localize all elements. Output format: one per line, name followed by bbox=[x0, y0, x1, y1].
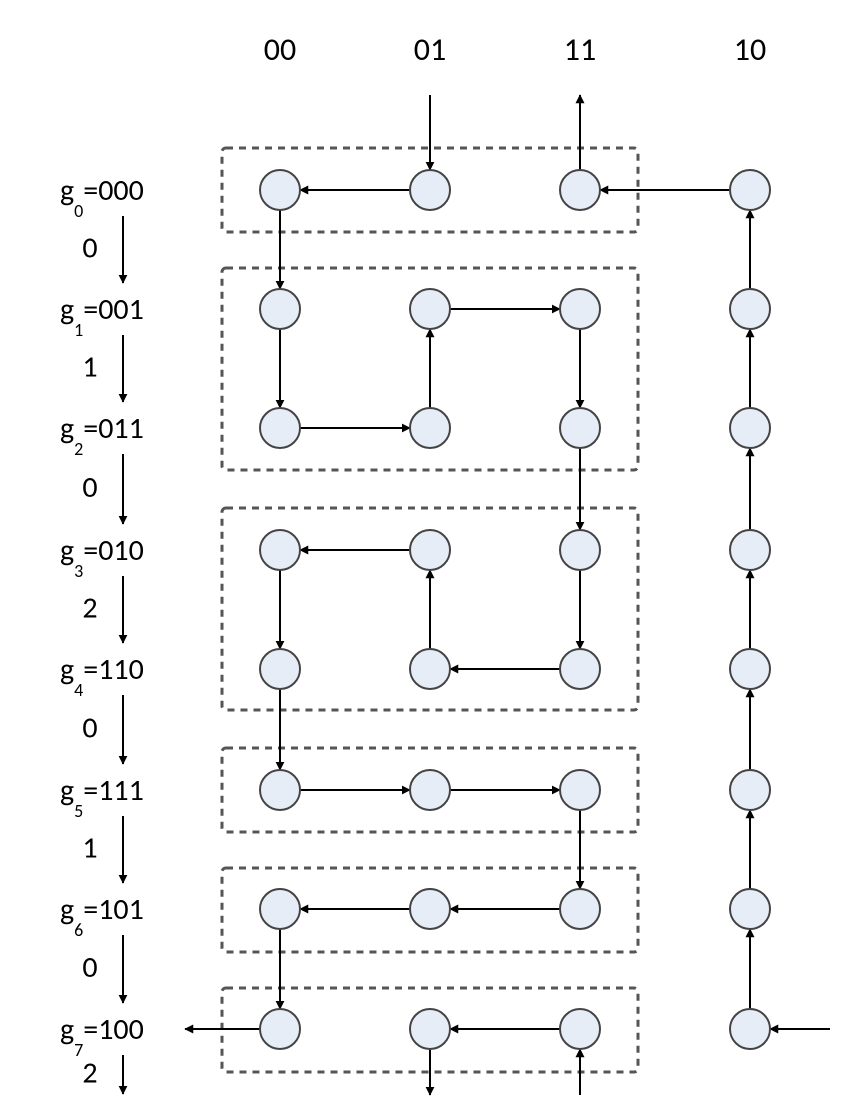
graph-node bbox=[410, 649, 450, 689]
graph-node bbox=[560, 289, 600, 329]
graph-node bbox=[410, 170, 450, 210]
graph-node bbox=[260, 408, 300, 448]
transition-label: 0 bbox=[82, 230, 97, 267]
row-label: g0=000 bbox=[60, 172, 144, 222]
graph-node bbox=[560, 770, 600, 810]
graph-node bbox=[560, 408, 600, 448]
column-label: 11 bbox=[564, 30, 596, 69]
transition-label: 0 bbox=[82, 469, 97, 506]
graph-node bbox=[410, 1009, 450, 1049]
graph-node bbox=[260, 1009, 300, 1049]
row-label: g1=001 bbox=[60, 291, 144, 341]
graph-node bbox=[410, 289, 450, 329]
graph-node bbox=[410, 530, 450, 570]
transition-label: 2 bbox=[82, 590, 97, 627]
graph-node bbox=[260, 170, 300, 210]
graph-node bbox=[410, 889, 450, 929]
transition-label: 0 bbox=[82, 710, 97, 747]
transition-label: 1 bbox=[82, 830, 97, 867]
transition-label: 0 bbox=[82, 949, 97, 986]
graph-node bbox=[560, 530, 600, 570]
graph-node bbox=[260, 770, 300, 810]
graph-node bbox=[410, 408, 450, 448]
graph-node bbox=[730, 1009, 770, 1049]
row-label: g7=100 bbox=[60, 1011, 144, 1061]
column-label: 10 bbox=[734, 30, 766, 69]
graph-node bbox=[560, 170, 600, 210]
graph-node bbox=[730, 170, 770, 210]
graph-node bbox=[260, 289, 300, 329]
graph-node bbox=[560, 889, 600, 929]
graph-node bbox=[730, 770, 770, 810]
row-label: g6=101 bbox=[60, 891, 144, 941]
graph-node bbox=[730, 408, 770, 448]
graph-node bbox=[260, 530, 300, 570]
graph-node bbox=[260, 649, 300, 689]
row-label: g4=110 bbox=[60, 651, 144, 701]
transition-label: 1 bbox=[82, 349, 97, 386]
column-label: 01 bbox=[414, 30, 446, 69]
transition-label: 2 bbox=[82, 1055, 97, 1092]
graph-node bbox=[730, 889, 770, 929]
graph-node bbox=[560, 1009, 600, 1049]
graph-node bbox=[730, 649, 770, 689]
graycode-diagram: 00011110g0=000g1=001g2=011g3=010g4=110g5… bbox=[0, 0, 854, 1104]
graph-node bbox=[730, 530, 770, 570]
row-label: g5=111 bbox=[60, 772, 144, 822]
graph-node bbox=[560, 649, 600, 689]
column-label: 00 bbox=[264, 30, 296, 69]
graph-node bbox=[260, 889, 300, 929]
row-label: g3=010 bbox=[60, 532, 144, 582]
row-label: g2=011 bbox=[60, 410, 144, 460]
graph-node bbox=[730, 289, 770, 329]
graph-node bbox=[410, 770, 450, 810]
